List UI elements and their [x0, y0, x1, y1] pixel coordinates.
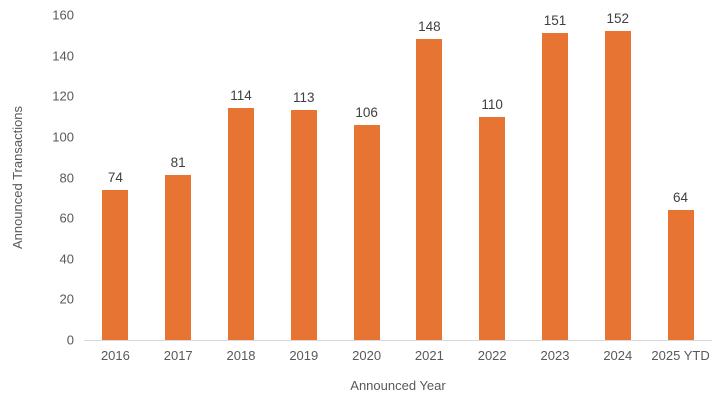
y-tick-label-120: 120 — [52, 88, 74, 104]
x-tick-label-2025-ytd: 2025 YTD — [651, 348, 710, 363]
bar-2017: 81 — [165, 155, 192, 340]
bar-2024: 152 — [604, 11, 631, 340]
x-tick-label-2020: 2020 — [352, 348, 382, 363]
y-tick-label-140: 140 — [52, 48, 74, 64]
bar-slot-2018: 114 — [210, 15, 273, 340]
y-tick-label-20: 20 — [59, 291, 74, 307]
bar-value-label: 152 — [606, 11, 630, 27]
bar-slot-2020: 106 — [335, 15, 398, 340]
bar-2023: 151 — [541, 13, 568, 340]
bar-slot-2017: 81 — [147, 15, 210, 340]
x-tick-label-2024: 2024 — [603, 348, 633, 363]
bar-slot-2024: 152 — [586, 11, 649, 340]
x-axis-title: Announced Year — [350, 378, 446, 393]
bar-value-label: 151 — [543, 13, 567, 29]
bar-slot-2019: 113 — [272, 15, 335, 340]
bar-value-label: 148 — [418, 19, 441, 35]
bar-value-label: 110 — [481, 96, 503, 112]
y-tick-label-40: 40 — [59, 251, 74, 267]
bar-value-label: 106 — [355, 104, 378, 120]
bar-slot-2025-ytd: 64 — [649, 15, 712, 340]
x-tick-label-2021: 2021 — [414, 348, 444, 363]
bar-2019: 113 — [290, 90, 317, 340]
bar-series: 74 81 114 113 106 148 110 151 152 64 — [84, 11, 712, 340]
x-tick-label-2016: 2016 — [100, 348, 130, 363]
bar-slot-2022: 110 — [461, 15, 524, 340]
bar-value-label: 64 — [673, 190, 689, 205]
y-tick-label-0: 0 — [66, 332, 74, 348]
bar-value-label: 114 — [230, 88, 252, 104]
y-axis-ticks: 0 20 40 60 80 100 120 140 160 — [0, 9, 74, 347]
bar-value-label: 74 — [107, 169, 123, 185]
x-tick-label-2018: 2018 — [226, 348, 256, 363]
bar-2021: 148 — [416, 19, 443, 340]
bar-slot-2016: 74 — [84, 15, 147, 340]
bar-2016: 74 — [102, 170, 129, 340]
bar-slot-2023: 151 — [524, 13, 587, 340]
y-tick-label-160: 160 — [52, 7, 74, 23]
x-tick-label-2023: 2023 — [540, 348, 570, 363]
bar-2022: 110 — [479, 97, 506, 340]
x-tick-label-2022: 2022 — [477, 348, 507, 363]
bar-2025-ytd: 64 — [667, 190, 694, 340]
bar-value-label: 81 — [170, 155, 186, 171]
y-tick-label-80: 80 — [59, 170, 74, 185]
bar-2020: 106 — [353, 105, 380, 340]
y-tick-label-100: 100 — [52, 129, 74, 145]
bar-slot-2021: 148 — [398, 15, 461, 340]
y-tick-label-60: 60 — [59, 210, 74, 226]
bar-2018: 114 — [227, 88, 254, 340]
plot-area: 74 81 114 113 106 148 110 151 152 64 — [84, 11, 712, 341]
x-axis-tick-labels: 2016 2017 2018 2019 2020 2021 2022 2023 2024 2025… — [84, 348, 712, 363]
x-tick-label-2017: 2017 — [163, 348, 193, 363]
x-tick-label-2019: 2019 — [289, 348, 319, 363]
bar-value-label: 113 — [293, 90, 315, 106]
